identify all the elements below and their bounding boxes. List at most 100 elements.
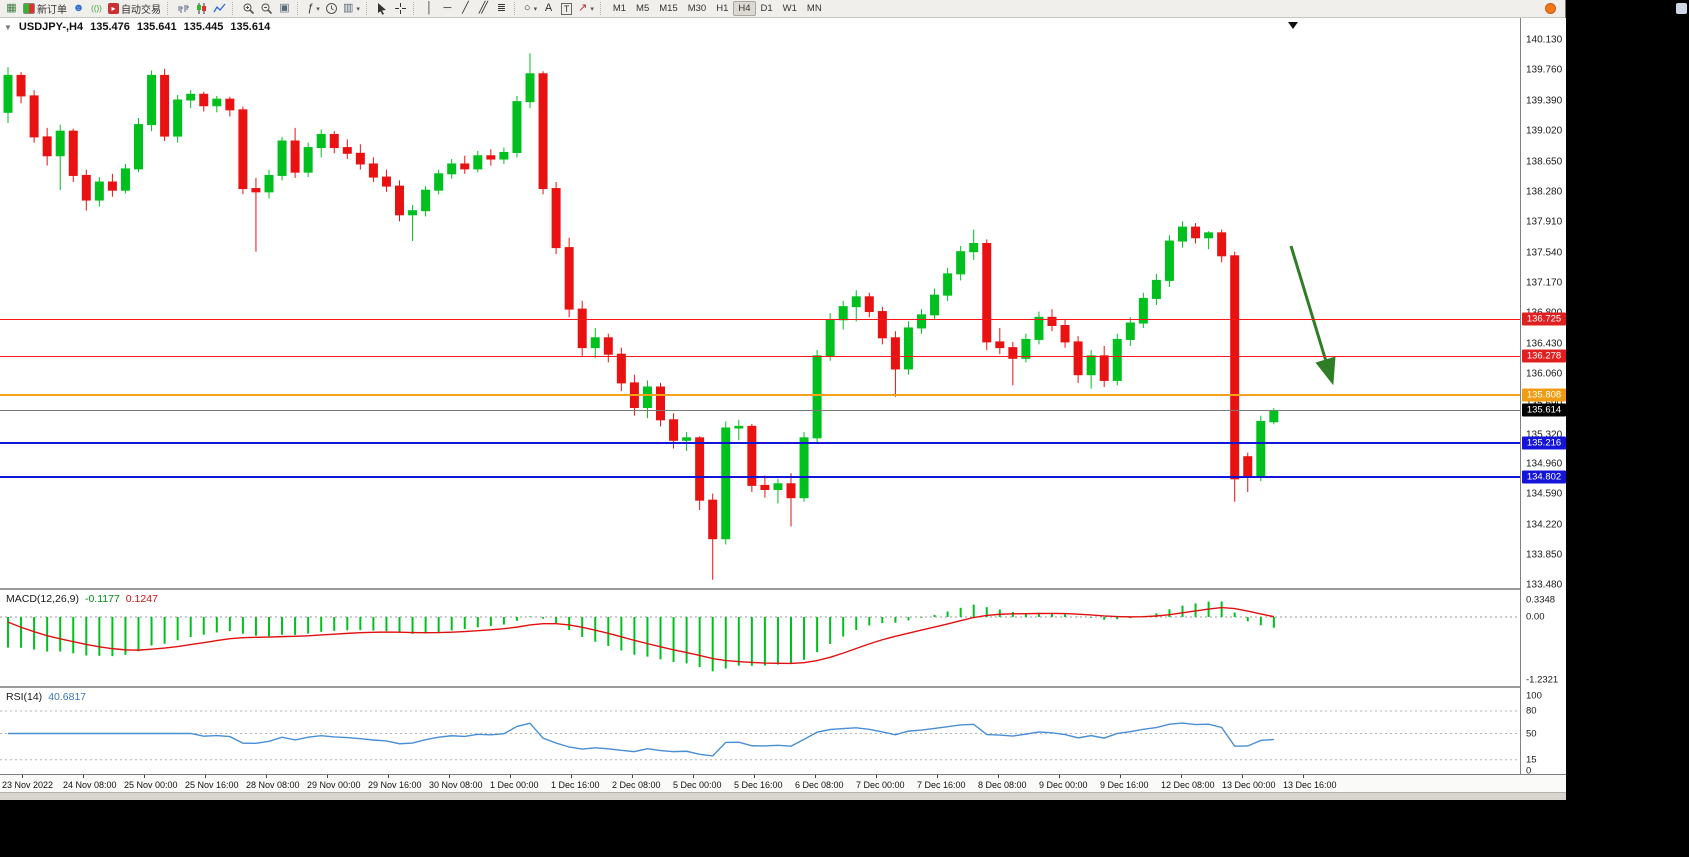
timeframe-button-d1[interactable]: D1 [760,3,773,14]
crosshair-button[interactable] [392,1,409,16]
price-level-line[interactable] [0,318,1520,320]
signals-icon: (()) [91,3,102,13]
bar-chart-button[interactable] [175,1,192,16]
time-tick [571,775,572,778]
price-level-line[interactable] [0,355,1520,357]
channel-button[interactable]: ╱╱ [475,1,492,16]
candle [1256,415,1266,482]
text-button[interactable]: A [540,1,557,16]
candle [1073,336,1083,383]
templates-button[interactable]: ▥ ▾ [341,1,362,16]
price-level-line[interactable] [0,393,1520,396]
autotrading-button[interactable]: ▸ 自动交易 [106,1,163,16]
community-button[interactable]: ☻ [70,1,87,16]
cursor-button[interactable] [374,1,391,16]
candle [943,268,953,301]
price-axis[interactable]: 140.130 139.760 139.390 139.020 138.650 138.2… [1520,18,1566,777]
rsi-panel[interactable]: RSI(14) 40.6817 [0,688,1520,774]
candle [225,96,235,117]
candle [1191,223,1201,244]
zoom-out-button[interactable] [258,1,275,16]
new-chart-button[interactable]: ▦ [3,1,20,16]
candle [917,309,926,334]
timeframe-button-m15[interactable]: M15 [659,3,678,14]
candle [773,478,783,504]
time-tick [205,775,206,778]
candle [29,90,39,143]
candle [499,147,509,164]
timeframe-button-h1[interactable]: H1 [716,3,729,14]
price-level-line[interactable] [0,476,1520,479]
time-axis[interactable]: 23 Nov 2022 24 Nov 08:00 25 Nov 00:00 25 No… [0,774,1566,792]
candle [264,169,274,199]
tile-windows-button[interactable]: ▣ [276,1,293,16]
toolbar-separator [167,2,171,15]
price-level-label: 136.278 [1522,349,1566,363]
candle [708,493,718,580]
chart-shift-marker[interactable] [1288,22,1298,29]
timeframe-button-m1[interactable]: M1 [612,3,627,14]
price-chart-canvas[interactable]: ▼ USDJPY-,H4 135.476 135.641 135.445 135… [0,18,1520,588]
fibonacci-icon: ≣ [496,2,507,14]
label-button[interactable]: T [558,1,575,16]
timeframe-button-mn[interactable]: MN [806,3,822,14]
background-icon [1676,3,1687,14]
candle [1178,221,1187,248]
zoom-in-icon [243,3,255,15]
vertical-line-button[interactable]: │ [421,1,438,16]
time-axis-label: 1 Dec 16:00 [551,780,600,790]
profile-icon: ☻ [72,2,85,14]
panel-separator-rsi[interactable] [0,686,1566,688]
horizontal-line-button[interactable]: ─ [439,1,456,16]
time-axis-label: 25 Nov 16:00 [185,780,239,790]
one-click-trading-toggle[interactable]: ▼ [4,22,12,32]
macd-panel[interactable]: MACD(12,26,9) -0.1177 0.1247 [0,590,1520,686]
candle [590,327,600,359]
toolbar-separator [232,2,236,15]
candle [903,321,913,375]
zoom-in-button[interactable] [240,1,257,16]
line-chart-button[interactable] [211,1,228,16]
text-icon: A [544,2,553,14]
shapes-button[interactable]: ○ ▾ [522,1,539,16]
candle [408,204,418,242]
time-axis-label: 13 Dec 00:00 [1222,780,1276,790]
price-tick: 138.650 [1526,156,1563,167]
periods-button[interactable] [323,1,340,16]
new-order-button[interactable]: 新订单 [21,1,69,16]
arrows-button[interactable]: ↗ ▾ [576,1,596,16]
macd-signal-line [7,606,1274,665]
main-toolbar: ▦ 新订单 ☻ (()) ▸ 自动交易 ▣ ƒ ▾ ▥ ▾ │ ─ ╱ ╱╱ ≣ ○ ▾… [0,0,1565,18]
timeframe-button-m5[interactable]: M5 [636,3,650,14]
timeframe-button-w1[interactable]: W1 [782,3,797,14]
time-tick [1120,775,1121,778]
timeframe-button-m30[interactable]: M30 [687,3,707,14]
panel-separator-macd[interactable] [0,588,1566,590]
trendline-button[interactable]: ╱ [457,1,474,16]
candle [1217,229,1227,263]
timeframe-button-h4[interactable]: H4 [733,1,756,16]
rsi-axis-tick: 100 [1526,690,1542,702]
price-tick: 138.280 [1526,186,1563,198]
chart-header: ▼ USDJPY-,H4 135.476 135.641 135.445 135… [4,21,270,33]
candle [368,157,378,182]
annotation-arrow[interactable] [1289,245,1336,386]
channel-icon: ╱╱ [478,2,488,14]
candle [538,71,548,195]
time-tick [754,775,755,778]
indicators-button[interactable]: ƒ ▾ [305,1,322,16]
time-tick [144,775,145,778]
time-tick [1303,775,1304,778]
candle [316,129,326,158]
candlestick-chart-button[interactable] [193,1,210,16]
price-level-line[interactable] [0,442,1520,445]
time-tick [83,775,84,778]
fibonacci-button[interactable]: ≣ [493,1,510,16]
candle [395,180,404,222]
price-tick: 135.320 [1526,429,1563,441]
signals-button[interactable]: (()) [88,1,105,16]
bid-price-line[interactable] [0,409,1520,411]
candle [486,149,496,166]
price-level-label: 136.725 [1522,312,1566,326]
notification-badge[interactable] [1545,3,1556,14]
